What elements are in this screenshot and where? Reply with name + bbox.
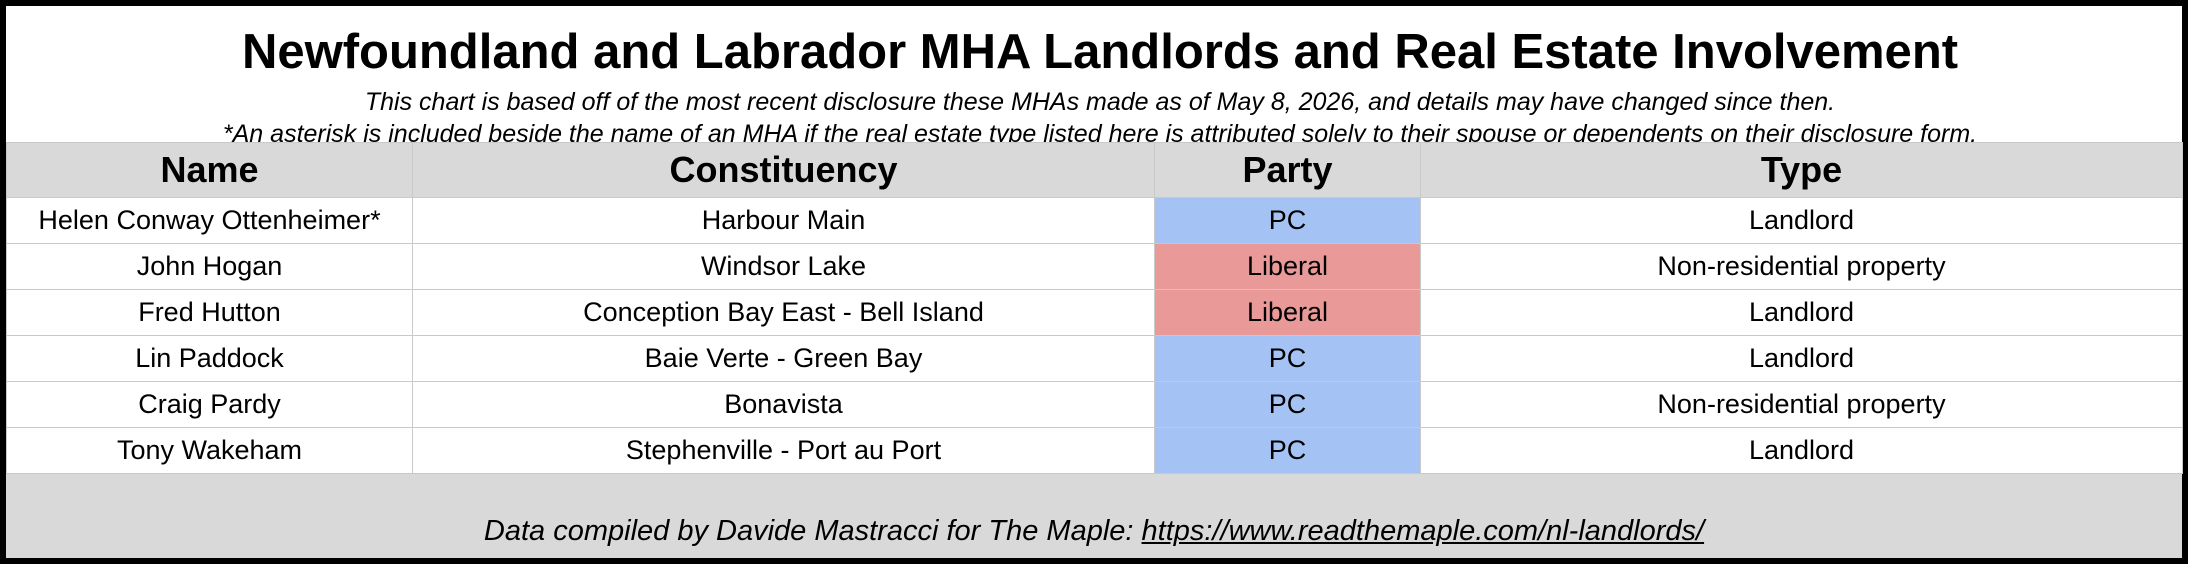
mha-landlords-table: Name Constituency Party Type Helen Conwa…: [6, 142, 2183, 474]
cell-party: Liberal: [1154, 289, 1421, 336]
cell-type: Landlord: [1420, 427, 2183, 474]
cell-name: John Hogan: [6, 243, 413, 290]
table-row: John Hogan Windsor Lake Liberal Non-residen…: [6, 243, 2183, 290]
cell-constituency: Bonavista: [412, 381, 1155, 428]
cell-type: Landlord: [1420, 289, 2183, 336]
column-header-constituency: Constituency: [412, 142, 1155, 198]
footer-credit: Data compiled by Davide Mastracci for Th…: [6, 514, 2182, 548]
column-header-type: Type: [1420, 142, 2183, 198]
table-header-row: Name Constituency Party Type: [6, 142, 2183, 198]
cell-type: Non-residential property: [1420, 243, 2183, 290]
table-row: Lin Paddock Baie Verte - Green Bay PC Landl…: [6, 335, 2183, 382]
chart-subtitle-disclosure-note: This chart is based off of the most rece…: [364, 88, 1836, 116]
cell-party: PC: [1154, 381, 1421, 428]
cell-constituency: Harbour Main: [412, 197, 1155, 244]
cell-party: PC: [1154, 197, 1421, 244]
cell-party: PC: [1154, 427, 1421, 474]
table-row: Fred Hutton Conception Bay East - Bell Is…: [6, 289, 2183, 336]
table-row: Helen Conway Ottenheimer* Harbour Main PC L…: [6, 197, 2183, 244]
cell-constituency: Conception Bay East - Bell Island: [412, 289, 1155, 336]
table-row: Tony Wakeham Stephenville - Port au Port P…: [6, 427, 2183, 474]
cell-name: Lin Paddock: [6, 335, 413, 382]
cell-name: Craig Pardy: [6, 381, 413, 428]
table-row: Craig Pardy Bonavista PC Non-residential pr…: [6, 381, 2183, 428]
cell-name: Tony Wakeham: [6, 427, 413, 474]
cell-name: Fred Hutton: [6, 289, 413, 336]
cell-constituency: Baie Verte - Green Bay: [412, 335, 1155, 382]
cell-constituency: Windsor Lake: [412, 243, 1155, 290]
chart-title: Newfoundland and Labrador MHA Landlords …: [241, 25, 1959, 79]
column-header-name: Name: [6, 142, 413, 198]
table-body: Helen Conway Ottenheimer* Harbour Main PC L…: [6, 197, 2183, 474]
cell-name: Helen Conway Ottenheimer*: [6, 197, 413, 244]
cell-party: Liberal: [1154, 243, 1421, 290]
footer-source-link[interactable]: https://www.readthemaple.com/nl-landlord…: [1141, 515, 1705, 547]
cell-type: Landlord: [1420, 335, 2183, 382]
cell-constituency: Stephenville - Port au Port: [412, 427, 1155, 474]
column-header-party: Party: [1154, 142, 1421, 198]
cell-type: Landlord: [1420, 197, 2183, 244]
chart-footer: Data compiled by Davide Mastracci for Th…: [6, 473, 2182, 558]
cell-type: Non-residential property: [1420, 381, 2183, 428]
footer-credit-text: Data compiled by Davide Mastracci for Th…: [483, 515, 1142, 547]
chart-header: Newfoundland and Labrador MHA Landlords …: [12, 12, 2188, 148]
cell-party: PC: [1154, 335, 1421, 382]
